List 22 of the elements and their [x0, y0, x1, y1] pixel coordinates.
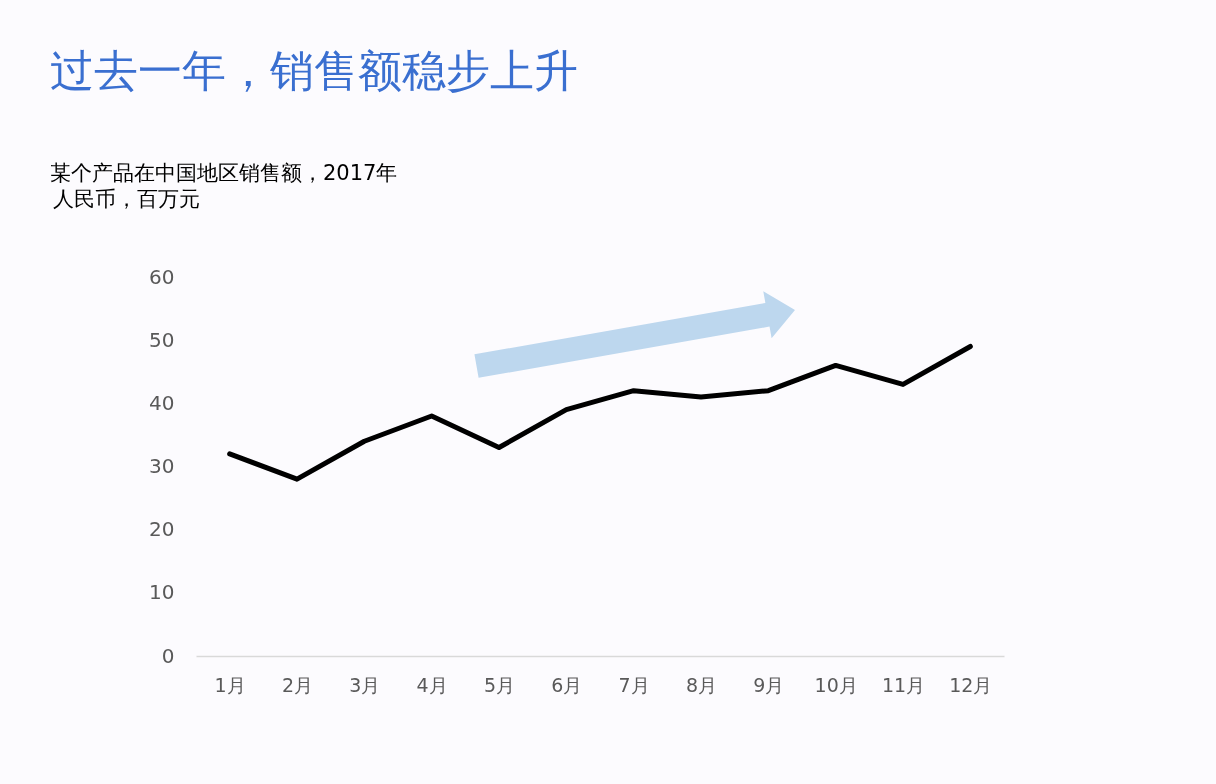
x-tick-label: 1月 [214, 673, 246, 696]
x-tick-label: 5月 [483, 673, 516, 696]
y-tick-label: 60 [149, 264, 175, 289]
y-tick-label: 30 [149, 454, 175, 478]
y-axis-title: 人民币，百万元 [52, 186, 200, 211]
x-tick-label: 7月 [618, 673, 650, 696]
x-tick-label: 3月 [349, 673, 381, 696]
y-tick-label: 0 [161, 643, 175, 668]
y-tick-label: 20 [149, 517, 175, 542]
x-tick-label: 11月 [881, 673, 926, 696]
x-tick-label: 9月 [753, 673, 785, 696]
x-tick-label: 10月 [814, 673, 858, 696]
x-tick-label: 8月 [685, 673, 718, 696]
chart-subtitle: 某个产品在中国地区销售额，2017年 [50, 161, 398, 185]
x-tick-label: 4月 [416, 673, 448, 696]
y-tick-label: 40 [149, 390, 175, 415]
chart-title: 过去一年，销售额稳步上升 [50, 45, 578, 96]
y-tick-label: 10 [149, 580, 175, 605]
x-tick-label: 2月 [281, 673, 314, 696]
x-tick-label: 6月 [551, 673, 583, 696]
y-tick-label: 50 [149, 327, 175, 352]
x-tick-label: 12月 [949, 673, 993, 696]
